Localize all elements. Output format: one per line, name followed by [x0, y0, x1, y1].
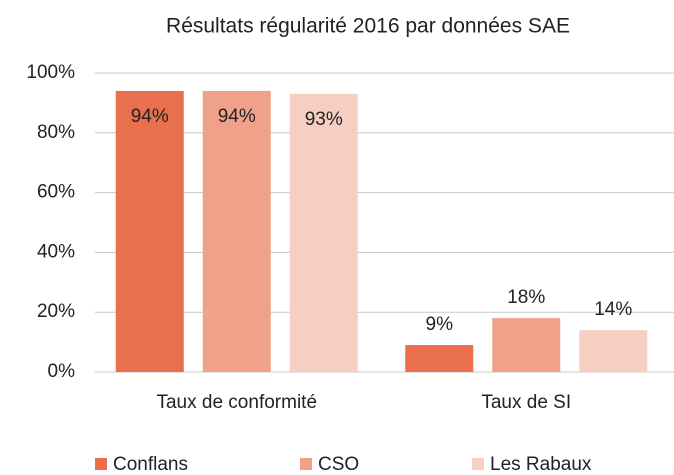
- value-label: 14%: [594, 299, 632, 320]
- value-label: 18%: [507, 287, 545, 308]
- legend-label: Les Rabaux: [490, 454, 592, 475]
- legend-label: CSO: [318, 454, 359, 475]
- x-tick-label: Taux de SI: [481, 392, 571, 413]
- y-tick-label: 0%: [48, 361, 76, 382]
- y-tick-label: 40%: [37, 241, 75, 262]
- value-label: 94%: [218, 106, 256, 127]
- legend-swatch: [472, 458, 484, 470]
- y-tick-label: 20%: [37, 301, 75, 322]
- chart-title: Résultats régularité 2016 par données SA…: [166, 15, 570, 38]
- bar: [492, 318, 561, 372]
- bar: [579, 330, 648, 372]
- legend-swatch: [300, 458, 312, 470]
- value-label: 94%: [131, 106, 169, 127]
- value-label: 9%: [426, 314, 454, 335]
- legend-swatch: [95, 458, 107, 470]
- value-label: 93%: [305, 109, 343, 130]
- x-tick-label: Taux de conformité: [156, 392, 317, 413]
- y-tick-label: 80%: [37, 122, 75, 143]
- bar: [289, 93, 358, 373]
- y-tick-label: 100%: [26, 62, 75, 83]
- bar: [202, 90, 271, 372]
- y-tick-label: 60%: [37, 182, 75, 203]
- bar: [115, 90, 184, 372]
- bar: [405, 345, 474, 372]
- legend-label: Conflans: [113, 454, 188, 475]
